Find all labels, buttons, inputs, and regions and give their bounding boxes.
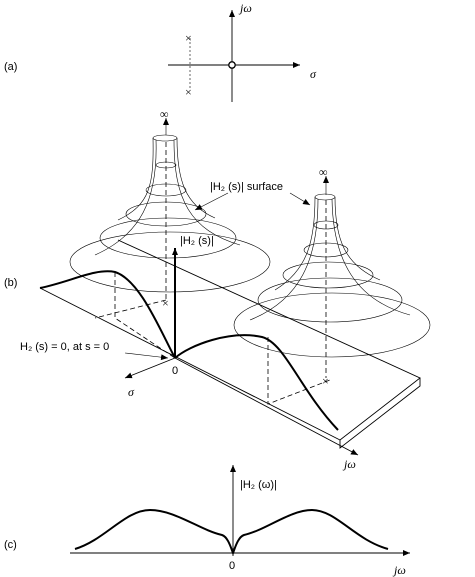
pole-left-guide <box>94 299 167 319</box>
infinity-left: ∞ <box>160 107 169 121</box>
sigma-axis-3d <box>124 357 176 379</box>
jw-axis-3d <box>174 357 359 456</box>
infinity-right: ∞ <box>319 165 328 179</box>
panel-c-label: (c) <box>4 539 17 551</box>
panel-a-sigma-label: σ <box>310 67 317 81</box>
panel-c-magnitude-label: |H₂ (ω)| <box>240 479 277 491</box>
panel-c-jw-label: jω <box>392 563 406 577</box>
surface-pointer-left <box>194 192 229 211</box>
zero-marker <box>228 61 236 69</box>
jw-slice-right <box>174 334 339 431</box>
jw-label: jω <box>342 457 356 471</box>
left-peak-projection <box>114 272 176 359</box>
right-pole-spike: ∞ × <box>233 165 431 388</box>
panel-a-label: (a) <box>4 61 17 73</box>
surface-plot: (b) ∞ × <box>4 107 431 471</box>
pole-upper: × <box>185 31 192 45</box>
panel-b-label: (b) <box>4 277 17 289</box>
pole-zero-plot: (a) × × σ jω <box>4 1 317 102</box>
left-pole-spike: ∞ × <box>69 107 271 310</box>
sigma-label: σ <box>128 385 135 399</box>
pole-lower: × <box>185 85 192 99</box>
pole-left-projection: × <box>162 296 169 310</box>
zero-note-pointer <box>124 352 169 361</box>
base-plane <box>39 239 421 441</box>
pole-right-projection: × <box>322 374 329 388</box>
panel-a-jw-label: jω <box>238 1 252 15</box>
right-peak-projection <box>267 337 331 405</box>
surface-pointer-right <box>289 192 311 206</box>
magnitude-curve <box>74 508 389 556</box>
frequency-response-plot: (c) |H₂ (ω)| 0 jω <box>4 465 410 577</box>
surface-label: |H₂ (s)| surface <box>210 181 283 193</box>
panel-c-origin: 0 <box>229 560 235 572</box>
base-plane-edge <box>339 378 421 449</box>
origin-label: 0 <box>172 365 178 377</box>
magnitude-label: |H₂ (s)| <box>180 235 214 247</box>
zero-note: H₂ (s) = 0, at s = 0 <box>20 341 109 353</box>
